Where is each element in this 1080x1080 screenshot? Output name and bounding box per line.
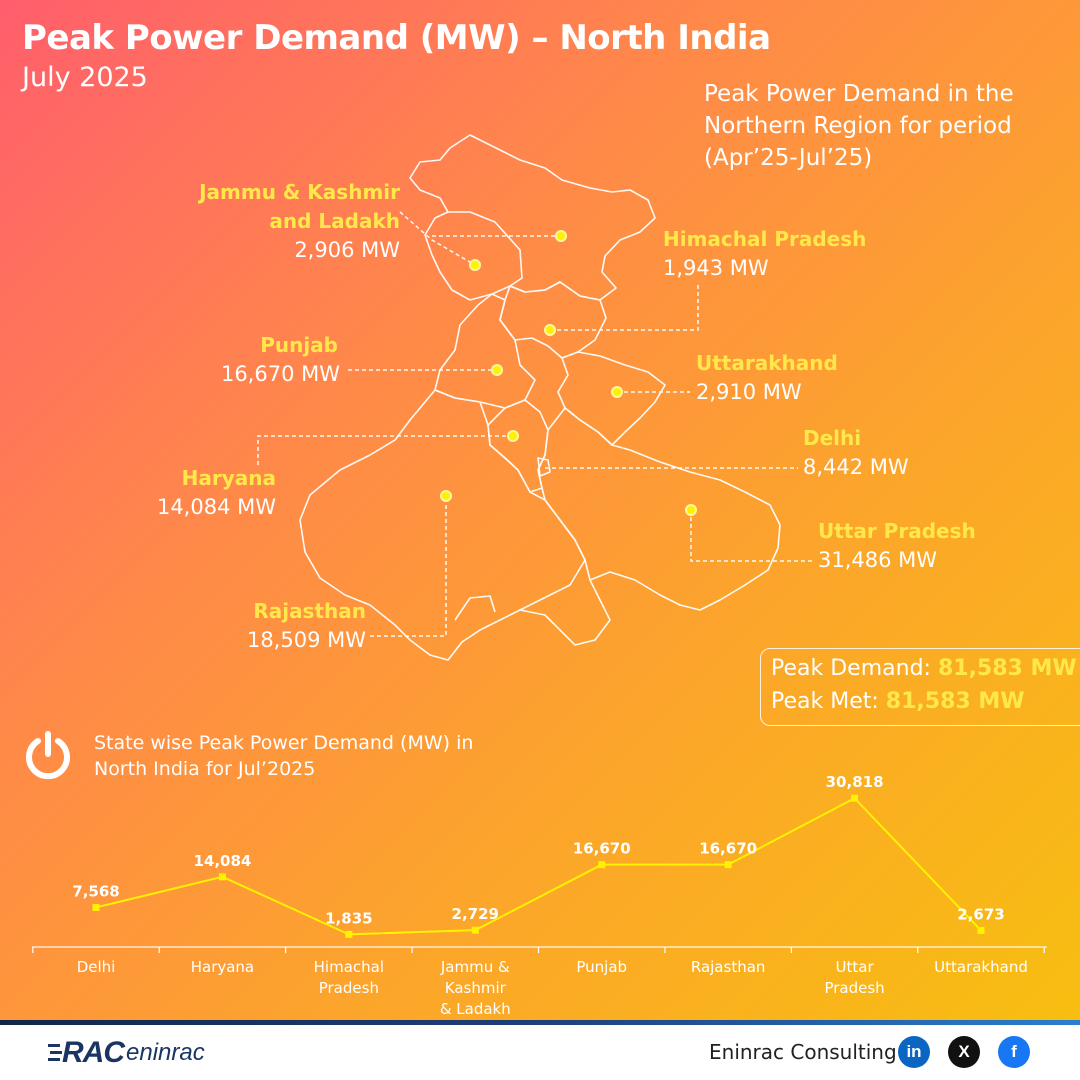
- map-region-jk: [409, 134, 656, 301]
- label-jk: Jammu & Kashmir and Ladakh 2,906 MW: [150, 178, 400, 265]
- data-value-label: 7,568: [72, 882, 119, 900]
- data-value-label: 16,670: [699, 840, 757, 858]
- peak-met-line: Peak Met: 81,583 MW: [771, 689, 1025, 714]
- label-punjab: Punjab 16,670 MW: [140, 331, 340, 389]
- data-point: [851, 794, 859, 802]
- company-name: Eninrac Consulting: [709, 1040, 897, 1064]
- map-region-haryana: [487, 399, 549, 493]
- linkedin-icon[interactable]: in: [898, 1036, 930, 1068]
- category-label: Punjab: [576, 958, 627, 976]
- data-point: [345, 930, 353, 938]
- label-rajasthan: Rajasthan 18,509 MW: [166, 597, 366, 655]
- peak-demand-label: Peak Demand:: [771, 656, 931, 681]
- category-label: Haryana: [191, 958, 254, 976]
- page-subtitle: July 2025: [22, 62, 148, 93]
- leader-rajasthan: [370, 496, 447, 637]
- label-up-value: 31,486 MW: [818, 548, 938, 572]
- power-icon: [26, 731, 70, 780]
- peak-met-label: Peak Met:: [771, 689, 879, 714]
- label-up-name: Uttar Pradesh: [818, 519, 976, 543]
- data-value-label: 2,673: [957, 905, 1004, 923]
- category-label: Uttarakhand: [934, 958, 1028, 976]
- map-dot-uttarakhand: [611, 386, 623, 398]
- label-himachal-value: 1,943 MW: [663, 256, 769, 280]
- map-region-uttarakhand: [557, 351, 666, 446]
- data-point: [92, 903, 100, 911]
- label-haryana-name: Haryana: [181, 466, 276, 490]
- period-note: Peak Power Demand in the Northern Region…: [704, 81, 1014, 171]
- label-up: Uttar Pradesh 31,486 MW: [818, 517, 976, 575]
- label-himachal: Himachal Pradesh 1,943 MW: [663, 225, 866, 283]
- label-uttarakhand-value: 2,910 MW: [696, 380, 802, 404]
- category-label: Delhi: [77, 958, 116, 976]
- leader-himachal: [550, 285, 699, 331]
- peak-demand-line: Peak Demand: 81,583 MW: [771, 656, 1077, 681]
- map-dot-punjab: [491, 364, 503, 376]
- map-region-delhi: [537, 457, 551, 477]
- company-logo: RAC eninrac: [48, 1033, 205, 1073]
- category-label: Rajasthan: [691, 958, 766, 976]
- leader-up: [690, 510, 812, 562]
- label-punjab-name: Punjab: [260, 333, 338, 357]
- page-title: Peak Power Demand (MW) – North India: [22, 18, 771, 58]
- data-value-label: 2,729: [452, 905, 499, 923]
- map-dot-jk: [469, 259, 481, 271]
- series-line: [95, 796, 982, 936]
- map-dot-himachal: [544, 324, 556, 336]
- label-haryana-value: 14,084 MW: [156, 495, 276, 519]
- data-point: [471, 926, 479, 934]
- label-uttarakhand: Uttarakhand 2,910 MW: [696, 349, 838, 407]
- footer-accent-bar: [0, 1020, 1080, 1025]
- peak-summary-box: Peak Demand: 81,583 MW Peak Met: 81,583 …: [760, 648, 1080, 726]
- label-delhi-value: 8,442 MW: [803, 455, 909, 479]
- data-value-label: 14,084: [193, 852, 251, 870]
- label-delhi-name: Delhi: [803, 426, 862, 450]
- peak-met-value: 81,583 MW: [885, 689, 1025, 714]
- label-rajasthan-name: Rajasthan: [253, 599, 366, 623]
- logo-rac: RAC: [62, 1036, 125, 1069]
- logo-eninrac: eninrac: [126, 1039, 205, 1066]
- category-label: Uttar Pradesh: [824, 958, 884, 997]
- label-jk-name-1: Jammu & Kashmir: [199, 180, 400, 204]
- data-point: [724, 861, 732, 869]
- label-jk-name-2: and Ladakh: [269, 209, 400, 233]
- peak-demand-value: 81,583 MW: [937, 656, 1077, 681]
- north-india-map: [257, 134, 812, 661]
- data-value-label: 1,835: [325, 909, 372, 927]
- map-region-rajasthan: [299, 389, 586, 661]
- leader-haryana: [257, 435, 513, 465]
- label-punjab-value: 16,670 MW: [220, 362, 340, 386]
- map-region-rajasthan-inner: [454, 595, 496, 621]
- state-demand-line-chart: 7,568 14,084 1,835 2,729 16,670 16,670 30,818 2…: [32, 773, 1047, 1018]
- label-himachal-name: Himachal Pradesh: [663, 227, 867, 251]
- map-region-up: [537, 407, 781, 611]
- chart-heading: State wise Peak Power Demand (MW) in Nor…: [94, 732, 474, 780]
- map-dot-ladakh: [555, 230, 567, 242]
- label-rajasthan-value: 18,509 MW: [246, 628, 366, 652]
- facebook-icon[interactable]: f: [998, 1036, 1030, 1068]
- map-region-up-south: [519, 579, 611, 646]
- map-dot-up: [685, 504, 697, 516]
- label-jk-value: 2,906 MW: [294, 238, 400, 262]
- data-point: [598, 861, 606, 869]
- leader-jk: [399, 211, 476, 266]
- logo-stripes-icon: [48, 1044, 62, 1061]
- data-value-label: 16,670: [573, 840, 631, 858]
- map-dot-rajasthan: [440, 490, 452, 502]
- x-icon[interactable]: X: [948, 1036, 980, 1068]
- category-label: Himachal Pradesh: [314, 958, 384, 997]
- map-dot-haryana: [507, 430, 519, 442]
- label-uttarakhand-name: Uttarakhand: [696, 351, 838, 375]
- data-point: [218, 873, 226, 881]
- category-label: Jammu & Kashmir & Ladakh: [440, 958, 511, 1018]
- label-delhi: Delhi 8,442 MW: [803, 424, 909, 482]
- data-point: [977, 926, 985, 934]
- footer: RAC eninrac Eninrac Consulting in X f: [0, 1025, 1080, 1080]
- map-region-jk-inner: [448, 211, 523, 287]
- data-value-label: 30,818: [826, 773, 884, 791]
- map-region-punjab: [434, 293, 536, 409]
- label-haryana: Haryana 14,084 MW: [80, 464, 276, 522]
